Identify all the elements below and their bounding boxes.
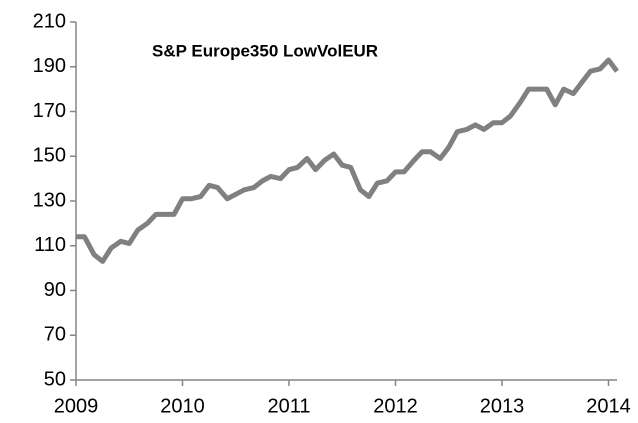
x-tick-label: 2011: [267, 395, 310, 417]
y-tick-label: 150: [33, 145, 66, 167]
y-tick-label: 110: [34, 234, 66, 256]
x-tick-label: 2013: [480, 395, 525, 417]
y-tick-label: 170: [33, 100, 66, 122]
line: [76, 57, 619, 264]
y-tick-label: 90: [44, 279, 66, 301]
x-tick-label: 2012: [373, 395, 418, 417]
y-tick-label: 130: [33, 189, 66, 211]
y-tick-label: 50: [44, 368, 66, 390]
x-tick-label: 2009: [54, 395, 99, 417]
y-tick-label: 190: [33, 55, 66, 77]
y-tick-label: 210: [33, 10, 66, 32]
chart-title: S&P Europe350 LowVolEUR: [152, 41, 378, 60]
y-tick-label: 70: [44, 324, 66, 346]
x-tick-label: 2010: [160, 395, 205, 417]
x-tick-label: 2014: [586, 395, 631, 417]
